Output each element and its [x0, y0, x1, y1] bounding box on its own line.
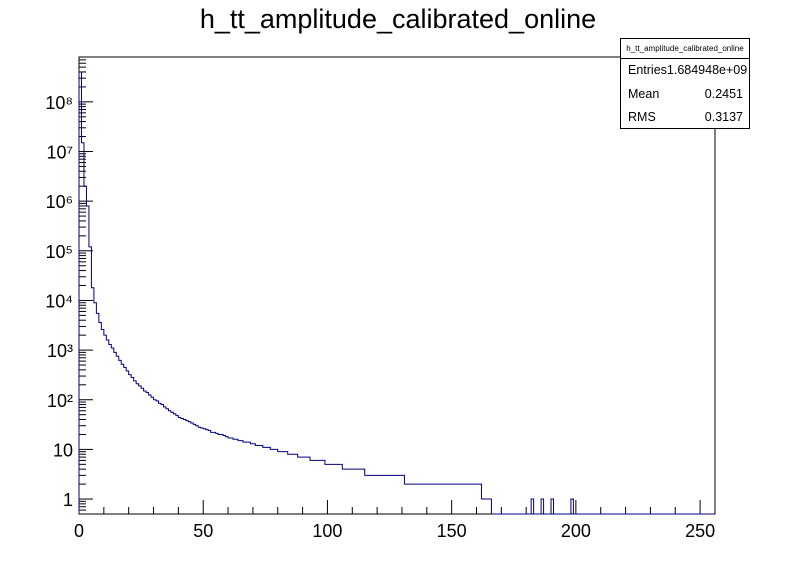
- y-tick-label: 10⁴: [45, 291, 73, 311]
- y-tick-label: 1: [63, 490, 73, 510]
- histogram-bins: [78, 71, 715, 515]
- x-tick-label: 250: [685, 521, 715, 541]
- chart-title: h_tt_amplitude_calibrated_online: [199, 4, 597, 34]
- stats-entries-value: 1.684948e+09: [666, 63, 748, 77]
- stats-row-entries: Entries 1.684948e+09: [621, 59, 749, 83]
- y-tick-label: 10⁵: [46, 242, 73, 262]
- y-tick-label: 10⁸: [45, 93, 73, 113]
- x-tick-label: 0: [74, 521, 84, 541]
- stats-mean-value: 0.2451: [704, 86, 743, 101]
- stats-box: h_tt_amplitude_calibrated_online Entries…: [620, 38, 750, 129]
- stats-row-mean: Mean 0.2451: [621, 83, 749, 107]
- tick-labels: 0 50 100 150 200 250 1 10 10² 10³ 10⁴ 10⁵ 10⁶ 10⁷ 10⁸: [45, 93, 715, 541]
- y-tick-label: 10: [53, 440, 73, 460]
- axis-ticks: [78, 56, 701, 515]
- stats-rms-value: 0.3137: [704, 110, 743, 124]
- histogram-series-line: [78, 71, 715, 515]
- y-tick-label: 10⁷: [46, 142, 73, 162]
- y-tick-label: 10³: [47, 341, 73, 361]
- stats-entries-label: Entries: [628, 63, 667, 77]
- x-tick-label: 200: [561, 521, 591, 541]
- x-tick-label: 100: [312, 521, 342, 541]
- stats-rms-label: RMS: [628, 110, 656, 124]
- stats-mean-label: Mean: [628, 86, 660, 101]
- x-tick-label: 150: [437, 521, 467, 541]
- y-tick-label: 10²: [47, 391, 73, 411]
- stats-row-rms: RMS 0.3137: [621, 106, 749, 130]
- x-tick-label: 50: [193, 521, 213, 541]
- y-tick-label: 10⁶: [46, 192, 73, 212]
- stats-box-title: h_tt_amplitude_calibrated_online: [621, 39, 749, 59]
